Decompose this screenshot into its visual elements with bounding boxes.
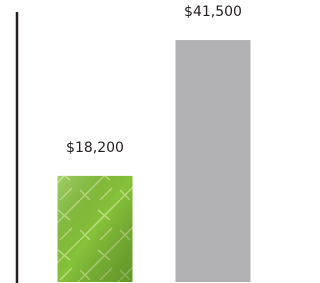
page: {"chart_data": {"type": "bar", "categori… [0, 0, 320, 283]
value-label: $41,500 [184, 4, 242, 20]
value-label: $18,200 [66, 140, 124, 156]
chart: $18,200 $41,500 [0, 0, 296, 283]
bar [176, 40, 251, 282]
bar-shade [58, 176, 133, 282]
